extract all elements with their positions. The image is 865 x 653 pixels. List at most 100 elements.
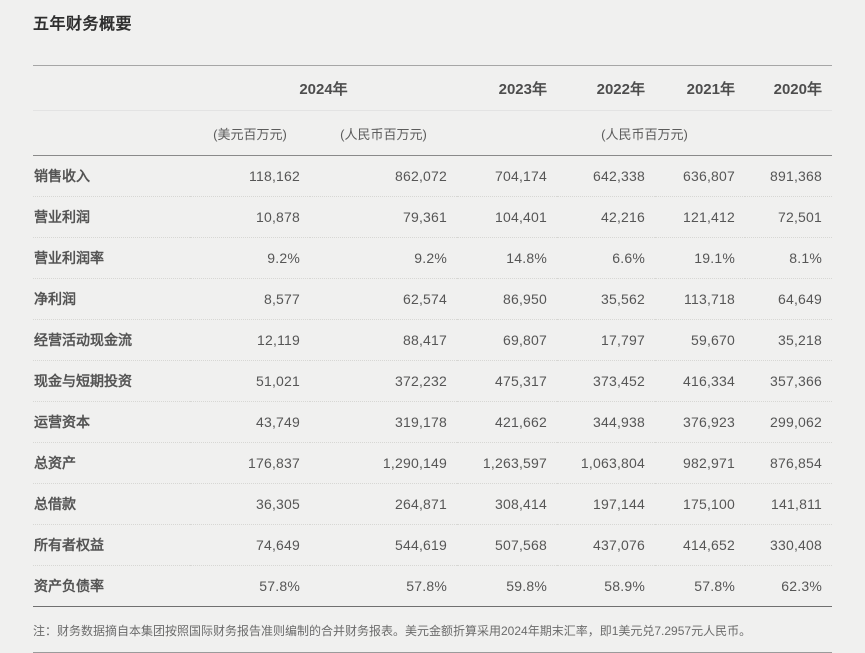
cell-value: 1,263,597 <box>457 442 557 484</box>
cell-value: 17,797 <box>557 319 655 361</box>
unit-header-rmb-prior-years: (人民币百万元) <box>457 110 832 156</box>
table-row: 所有者权益 74,649 544,619 507,568 437,076 414… <box>33 524 832 566</box>
cell-value: 113,718 <box>655 278 745 320</box>
row-label: 营业利润率 <box>33 237 190 279</box>
row-label: 净利润 <box>33 278 190 320</box>
cell-value: 421,662 <box>457 401 557 443</box>
cell-value: 1,063,804 <box>557 442 655 484</box>
row-label: 营业利润 <box>33 196 190 238</box>
cell-value: 197,144 <box>557 483 655 525</box>
cell-value: 357,366 <box>745 360 832 402</box>
cell-value: 891,368 <box>769 168 822 184</box>
table-row: 营业利润率 9.2% 9.2% 14.8% 6.6% 19.1% 8.1% <box>33 237 832 279</box>
year-header-2023: 2023年 <box>457 65 557 111</box>
cell-value: 544,619 <box>310 524 457 566</box>
cell-value: 59,670 <box>655 319 745 361</box>
cell-value: 43,749 <box>190 401 310 443</box>
cell-value: 1,290,149 <box>310 442 457 484</box>
cell-value: 121,412 <box>655 196 745 238</box>
row-label: 经营活动现金流 <box>33 319 190 361</box>
table-row: 经营活动现金流 12,119 88,417 69,807 17,797 59,6… <box>33 319 832 361</box>
row-label: 资产负债率 <box>33 565 190 607</box>
cell-value: 86,950 <box>457 278 557 320</box>
unit-header-rmb-2024: (人民币百万元) <box>310 110 457 156</box>
cell-value: 69,807 <box>457 319 557 361</box>
unit-header-row: (美元百万元) (人民币百万元) (人民币百万元) <box>33 110 832 156</box>
table-row: 销售收入 118,162 862,072 704,174 642,338 636… <box>33 156 832 197</box>
cell-value: 19.1% <box>655 237 745 279</box>
cell-value: 57.8% <box>310 565 457 607</box>
table-footnote: 注：财务数据摘自本集团按照国际财务报告准则编制的合并财务报表。美元金额折算采用2… <box>33 607 832 653</box>
cell-value: 88,417 <box>310 319 457 361</box>
row-label: 所有者权益 <box>33 524 190 566</box>
table-row: 净利润 8,577 62,574 86,950 35,562 113,718 6… <box>33 278 832 320</box>
cell-value: 376,923 <box>655 401 745 443</box>
cell-value: 373,452 <box>557 360 655 402</box>
table-row: 资产负债率 57.8% 57.8% 59.8% 58.9% 57.8% 62.3… <box>33 565 832 607</box>
cell-value: 437,076 <box>557 524 655 566</box>
table-row: 营业利润 10,878 79,361 104,401 42,216 121,41… <box>33 196 832 238</box>
cell-value: 507,568 <box>457 524 557 566</box>
year-header-row: 2024年 2023年 2022年 2021年 2020年 <box>33 65 832 111</box>
cell-value: 330,408 <box>745 524 832 566</box>
cell-value: 176,837 <box>190 442 310 484</box>
cell-value: 9.2% <box>310 237 457 279</box>
cell-value: 14.8% <box>457 237 557 279</box>
cell-value: 42,216 <box>557 196 655 238</box>
cell-value: 475,317 <box>457 360 557 402</box>
cell-value: 372,232 <box>310 360 457 402</box>
cell-value: 642,338 <box>592 168 645 184</box>
cell-value: 862,072 <box>394 168 447 184</box>
table-row: 运营资本 43,749 319,178 421,662 344,938 376,… <box>33 401 832 443</box>
table-row: 现金与短期投资 51,021 372,232 475,317 373,452 4… <box>33 360 832 402</box>
year-header-2022: 2022年 <box>557 65 655 111</box>
year-header-2024: 2024年 <box>190 65 457 111</box>
financial-summary-table: 2024年 2023年 2022年 2021年 2020年 (美元百万元) (人… <box>33 65 832 607</box>
row-label: 销售收入 <box>34 168 90 184</box>
cell-value: 62,574 <box>310 278 457 320</box>
cell-value: 876,854 <box>745 442 832 484</box>
row-label: 运营资本 <box>33 401 190 443</box>
cell-value: 416,334 <box>655 360 745 402</box>
cell-value: 344,938 <box>557 401 655 443</box>
cell-value: 51,021 <box>190 360 310 402</box>
cell-value: 8,577 <box>190 278 310 320</box>
cell-value: 10,878 <box>190 196 310 238</box>
year-header-2020: 2020年 <box>745 65 832 111</box>
cell-value: 12,119 <box>190 319 310 361</box>
cell-value: 58.9% <box>557 565 655 607</box>
corner-cell <box>33 65 190 111</box>
cell-value: 74,649 <box>190 524 310 566</box>
cell-value: 299,062 <box>745 401 832 443</box>
page-title: 五年财务概要 <box>33 16 133 33</box>
cell-value: 141,811 <box>745 483 832 525</box>
cell-value: 264,871 <box>310 483 457 525</box>
cell-value: 104,401 <box>457 196 557 238</box>
cell-value: 6.6% <box>557 237 655 279</box>
cell-value: 62.3% <box>745 565 832 607</box>
cell-value: 35,562 <box>557 278 655 320</box>
corner-cell <box>33 110 190 156</box>
cell-value: 79,361 <box>310 196 457 238</box>
cell-value: 72,501 <box>745 196 832 238</box>
cell-value: 636,807 <box>682 168 735 184</box>
cell-value: 59.8% <box>457 565 557 607</box>
cell-value: 57.8% <box>655 565 745 607</box>
cell-value: 982,971 <box>655 442 745 484</box>
year-header-2021: 2021年 <box>655 65 745 111</box>
row-label: 现金与短期投资 <box>33 360 190 402</box>
row-label: 总借款 <box>33 483 190 525</box>
table-row: 总资产 176,837 1,290,149 1,263,597 1,063,80… <box>33 442 832 484</box>
cell-value: 175,100 <box>655 483 745 525</box>
cell-value: 8.1% <box>745 237 832 279</box>
cell-value: 319,178 <box>310 401 457 443</box>
cell-value: 35,218 <box>745 319 832 361</box>
cell-value: 36,305 <box>190 483 310 525</box>
table-row: 总借款 36,305 264,871 308,414 197,144 175,1… <box>33 483 832 525</box>
cell-value: 64,649 <box>745 278 832 320</box>
cell-value: 704,174 <box>494 168 547 184</box>
unit-header-usd: (美元百万元) <box>190 110 310 156</box>
cell-value: 414,652 <box>655 524 745 566</box>
row-label: 总资产 <box>33 442 190 484</box>
